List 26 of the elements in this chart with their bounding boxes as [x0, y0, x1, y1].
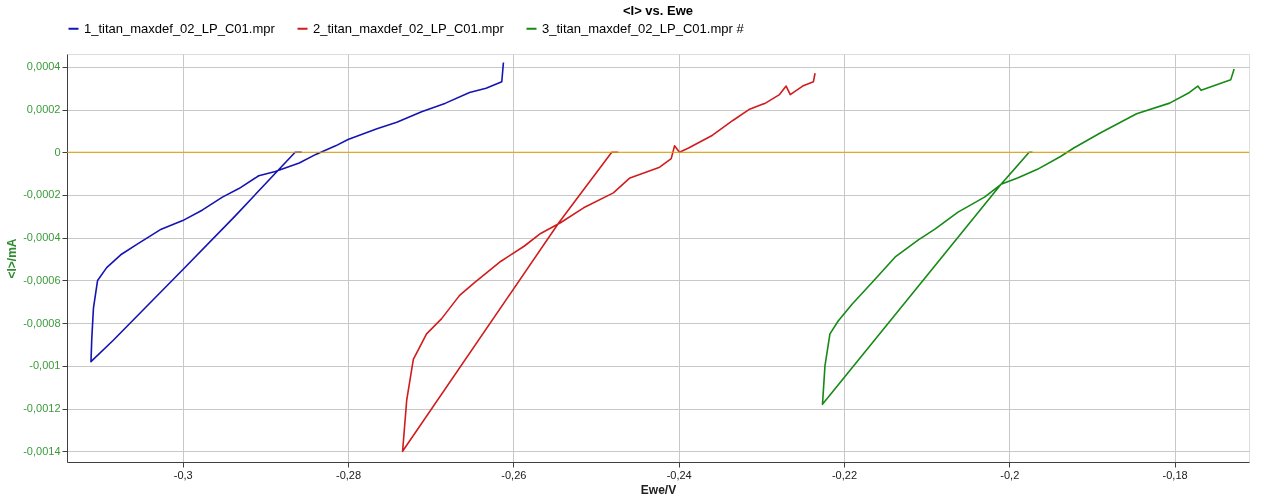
x-tick-label: -0,3 — [173, 468, 193, 481]
y-tick-label: -0,0002 — [23, 188, 61, 201]
y-tick-label: -0,0004 — [23, 231, 61, 244]
y-tick-label: -0,001 — [29, 359, 61, 372]
line-series — [90, 61, 505, 363]
x-tick-label: -0,24 — [666, 468, 692, 481]
y-axis-title: <I>/mA — [5, 238, 20, 279]
x-axis-title: Ewe/V — [640, 482, 677, 497]
y-tick-label: 0 — [54, 145, 61, 158]
x-tick-label: -0,28 — [336, 468, 362, 481]
line-series — [821, 68, 1235, 406]
legend-label: 3_titan_maxdef_02_LP_C01.mpr # — [542, 20, 745, 36]
x-tick-label: -0,22 — [831, 468, 858, 481]
y-tick-label: -0,0008 — [23, 316, 61, 329]
legend-label: 2_titan_maxdef_02_LP_C01.mpr — [313, 20, 505, 36]
y-tick-label: -0,0012 — [23, 402, 61, 415]
x-tick-label: -0,2 — [1000, 468, 1020, 481]
chart-title: <I> vs. Ewe — [622, 3, 694, 18]
line-series — [401, 72, 816, 453]
y-tick-label: 0,0002 — [26, 103, 61, 116]
x-tick-label: -0,18 — [1162, 468, 1188, 481]
legend-label: 1_titan_maxdef_02_LP_C01.mpr — [84, 20, 276, 36]
y-tick-label: -0,0006 — [23, 273, 61, 286]
y-tick-label: -0,0014 — [23, 444, 61, 457]
y-tick-label: 0,0004 — [26, 60, 61, 73]
x-tick-label: -0,26 — [501, 468, 527, 481]
